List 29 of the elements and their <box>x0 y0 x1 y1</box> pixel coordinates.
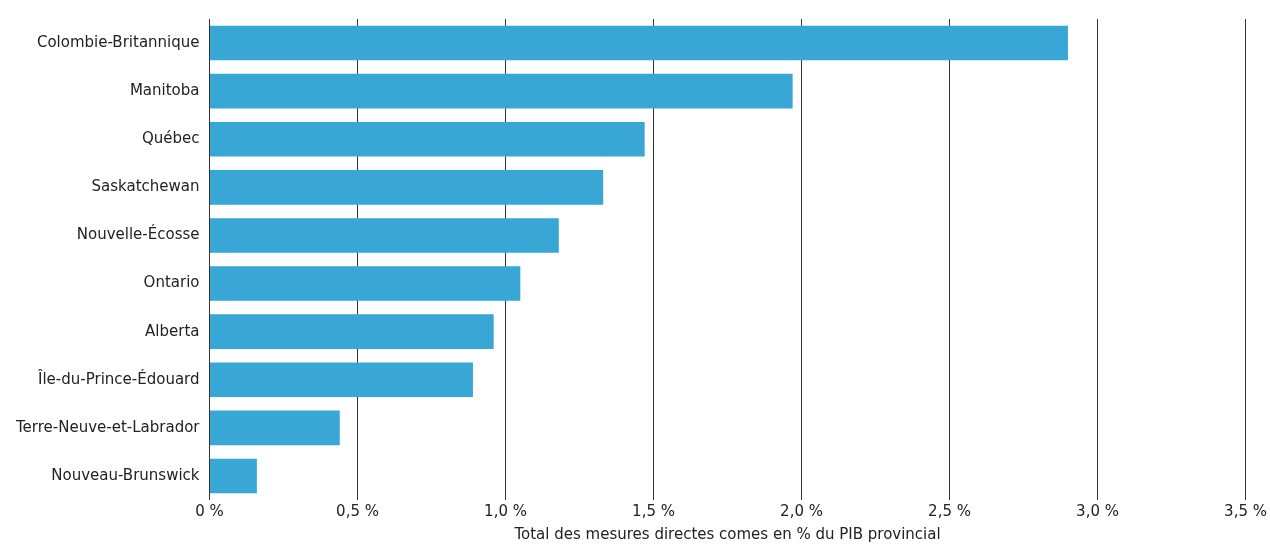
bar <box>210 121 645 157</box>
bar <box>210 266 521 301</box>
x-tick-label: 1,5 % <box>632 501 675 520</box>
y-tick-label: Nouveau-Brunswick <box>51 465 200 484</box>
y-tick-label: Île-du-Prince-Édouard <box>37 368 200 388</box>
bar <box>210 25 1068 61</box>
y-tick-label: Terre-Neuve-et-Labrador <box>15 417 201 436</box>
bar <box>210 458 257 494</box>
x-tick-label: 2,5 % <box>928 501 971 520</box>
y-tick-label: Québec <box>141 129 200 148</box>
y-tick-label: Colombie-Britannique <box>36 32 200 51</box>
x-tick-label: 2,0 % <box>780 501 823 520</box>
x-tick-label: 0 % <box>195 501 224 520</box>
y-tick-label: Nouvelle-Écosse <box>76 224 200 244</box>
y-tick-label: Ontario <box>143 273 200 292</box>
x-tick-label: 1,0 % <box>484 501 527 520</box>
x-tick-label: 0,5 % <box>336 501 379 520</box>
bar <box>210 410 340 446</box>
bar <box>210 218 559 253</box>
x-tick-label: 3,0 % <box>1076 501 1119 520</box>
y-tick-label: Saskatchewan <box>91 177 200 196</box>
x-tick-label: 3,5 % <box>1224 501 1268 520</box>
bar <box>210 314 494 349</box>
y-tick-label: Manitoba <box>129 81 200 100</box>
bar <box>210 170 604 205</box>
bar <box>210 362 473 398</box>
x-axis-title: Total des mesures directes comes en % du PIB provincial <box>513 524 941 543</box>
bar <box>210 73 793 109</box>
y-tick-label: Alberta <box>145 321 200 340</box>
